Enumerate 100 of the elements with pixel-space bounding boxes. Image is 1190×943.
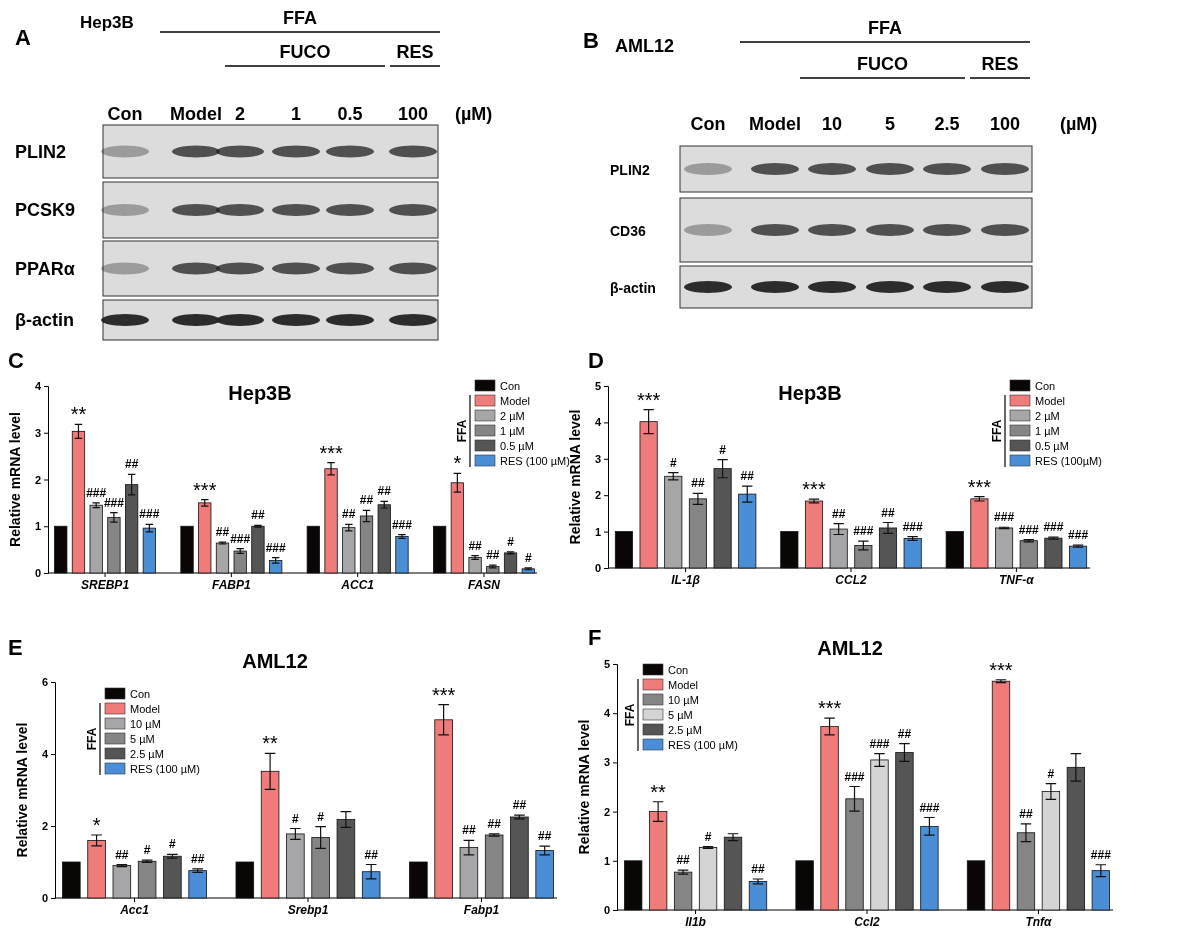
chart-title: AML12 <box>817 637 883 659</box>
text: FFA <box>283 8 317 28</box>
data-label: * <box>92 814 101 836</box>
data-label: *** <box>817 697 842 720</box>
data-label: ### <box>844 769 865 784</box>
y-tick-label: 3 <box>603 756 610 769</box>
y-tick-label: 4 <box>603 707 611 720</box>
data-label: ## <box>486 548 500 563</box>
text: C <box>8 348 24 373</box>
legend-label: 10 µM <box>130 718 161 730</box>
legend-label: Con <box>1035 380 1056 392</box>
x-tick-label: Acc1 <box>119 902 150 917</box>
bar <box>89 504 103 574</box>
data-label: ## <box>512 798 527 813</box>
legend-label: 2.5 µM <box>130 748 164 760</box>
legend-label: 2 µM <box>500 410 525 422</box>
bar <box>342 527 356 574</box>
bar <box>991 680 1011 911</box>
data-label: ## <box>190 851 205 866</box>
legend-label: Model <box>130 703 160 715</box>
y-tick-label: 3 <box>594 452 601 465</box>
chart-title: Hep3B <box>228 382 292 404</box>
data-label: * <box>453 452 462 475</box>
data-label: ## <box>215 525 230 540</box>
data-label: ## <box>487 816 502 831</box>
category-label: PLIN2 <box>610 162 650 178</box>
data-label: ### <box>1043 520 1064 535</box>
bar <box>698 847 718 911</box>
data-label: ** <box>262 732 279 755</box>
category-label: Con <box>690 114 726 134</box>
data-label: ## <box>115 847 129 862</box>
legend-title: FFA <box>990 419 1004 443</box>
category-label: 10 <box>821 114 843 134</box>
data-label: ## <box>740 469 755 484</box>
legend-label: 5 µM <box>668 709 693 721</box>
y-tick-label: 1 <box>603 854 610 867</box>
data-label: *** <box>636 388 661 411</box>
legend-title: FFA <box>455 419 469 443</box>
data-label: *** <box>319 441 343 464</box>
data-label: *** <box>431 683 456 706</box>
legend-label: RES (100µM) <box>1035 455 1102 467</box>
y-tick-label: 1 <box>594 525 601 538</box>
bar <box>804 500 824 569</box>
chart-title: AML12 <box>242 650 308 672</box>
data-label: ** <box>650 780 667 803</box>
data-label: ### <box>902 519 923 534</box>
text: Hep3B <box>80 13 134 32</box>
bar <box>970 498 989 569</box>
text: AML12 <box>615 36 675 56</box>
bar <box>1044 537 1063 569</box>
data-label: ## <box>468 538 483 553</box>
y-tick-label: 6 <box>41 676 48 689</box>
chart-title: Hep3B <box>778 382 842 404</box>
bar <box>510 816 529 899</box>
data-label: ## <box>691 476 705 491</box>
legend-label: 10 µM <box>668 694 699 706</box>
bar <box>484 834 504 899</box>
category-label: 100 <box>397 104 429 124</box>
y-tick-label: 3 <box>34 426 41 439</box>
data-label: *** <box>989 658 1013 681</box>
text: D <box>588 348 604 373</box>
y-tick-label: 5 <box>594 380 601 393</box>
text: RES <box>396 42 434 62</box>
legend-label: Con <box>130 688 151 700</box>
bar <box>723 836 743 911</box>
x-tick-label: ACC1 <box>340 577 375 592</box>
bar <box>269 559 283 574</box>
category-label: CD36 <box>610 223 646 239</box>
category-label: PPARα <box>15 258 75 279</box>
data-label: ### <box>1018 522 1040 537</box>
data-label: ### <box>139 507 160 522</box>
data-label: ## <box>676 853 691 868</box>
bar <box>395 536 409 574</box>
x-tick-label: FABP1 <box>212 577 252 592</box>
text: FUCO <box>857 54 908 74</box>
y-tick-label: 2 <box>594 489 601 502</box>
legend-label: 0.5 µM <box>1035 440 1069 452</box>
legend-label: RES (100 µM) <box>668 739 738 751</box>
legend-label: Con <box>500 380 521 392</box>
data-label: ## <box>462 823 476 838</box>
category-label: Model <box>749 114 801 134</box>
legend-label: RES (100 µM) <box>130 763 200 775</box>
category-label: Con <box>107 104 143 124</box>
category-label: 2.5 <box>934 114 960 134</box>
category-label: 2 <box>234 104 246 124</box>
x-tick-label: Fabp1 <box>463 902 500 917</box>
x-tick-label: Tnfα <box>1025 914 1053 929</box>
bar <box>142 527 156 574</box>
data-label: ### <box>1090 847 1112 862</box>
data-label: *** <box>802 478 826 501</box>
text: E <box>8 635 23 660</box>
category-label: β-actin <box>15 310 74 330</box>
data-label: ### <box>391 517 413 532</box>
legend-label: RES (100 µM) <box>500 455 570 467</box>
data-label: ## <box>538 829 552 844</box>
bar <box>535 850 554 899</box>
y-axis-title: Relative mRNA level <box>7 412 23 547</box>
category-label: 100 <box>989 114 1021 134</box>
data-label: ### <box>230 531 251 546</box>
y-tick-label: 1 <box>34 520 41 533</box>
